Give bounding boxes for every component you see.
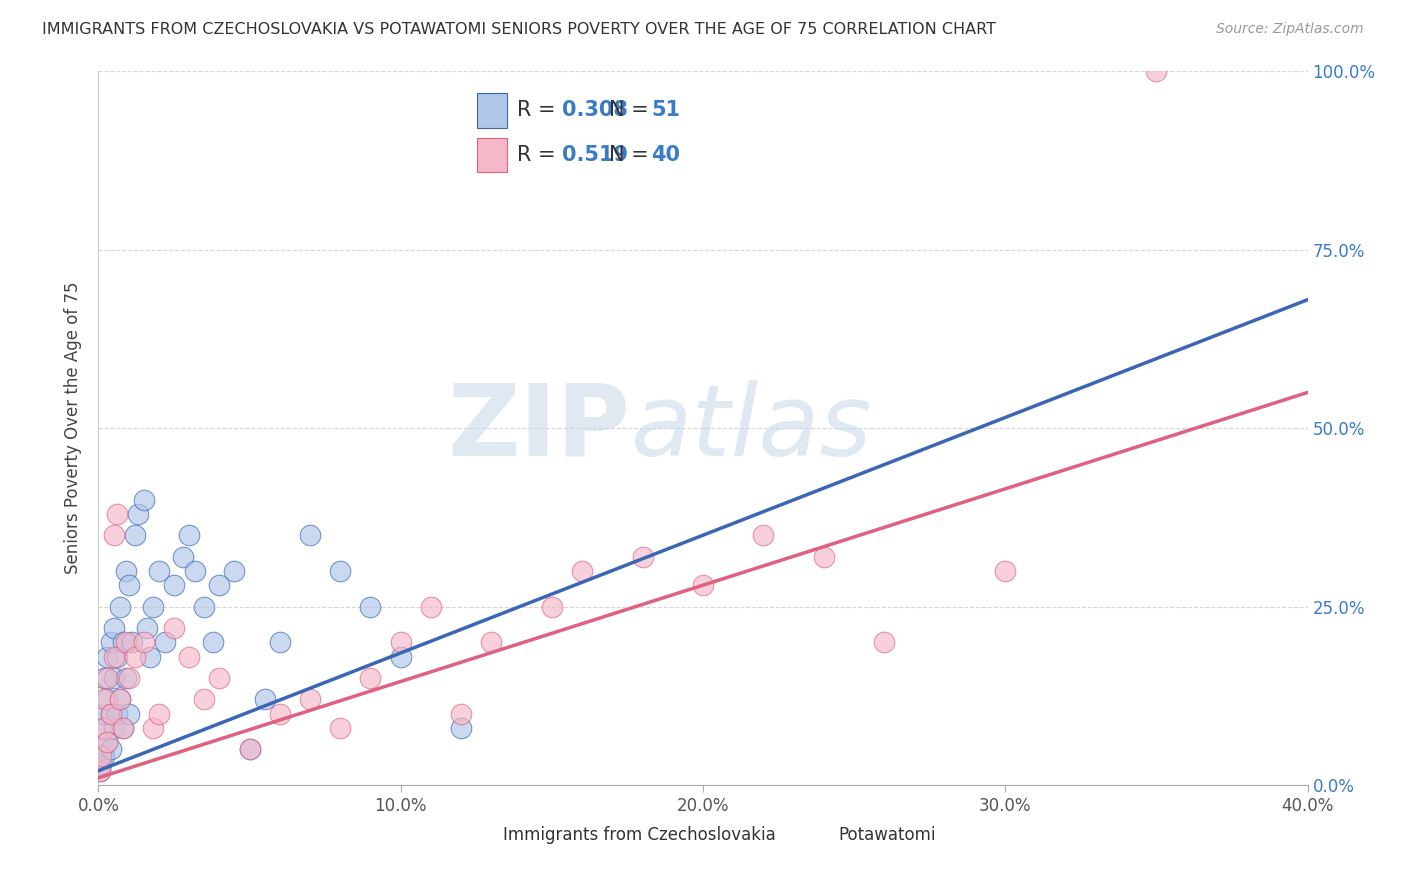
Point: [118, 706, 141, 721]
Point: [96, 692, 118, 706]
Point: [93, 692, 115, 706]
Point: [420, 599, 443, 614]
Point: [450, 721, 472, 735]
Point: [184, 564, 207, 578]
Point: [108, 692, 131, 706]
Point: [103, 721, 125, 735]
Point: [100, 742, 122, 756]
Point: [96, 735, 118, 749]
Point: [93, 671, 115, 685]
Point: [100, 706, 122, 721]
Point: [105, 649, 128, 664]
Point: [329, 721, 352, 735]
Point: [239, 742, 262, 756]
Point: [450, 706, 472, 721]
Point: [103, 528, 125, 542]
Point: [132, 492, 155, 507]
Point: [163, 621, 186, 635]
Point: [360, 599, 382, 614]
Text: ZIP: ZIP: [447, 380, 630, 476]
Point: [103, 671, 125, 685]
Point: [179, 528, 201, 542]
Point: [103, 621, 125, 635]
Point: [90, 721, 112, 735]
Point: [153, 635, 176, 649]
Point: [389, 635, 412, 649]
Point: [193, 692, 215, 706]
Point: [93, 706, 115, 721]
Point: [124, 649, 146, 664]
Point: [202, 635, 225, 649]
Y-axis label: Seniors Poverty Over the Age of 75: Seniors Poverty Over the Age of 75: [65, 282, 83, 574]
Text: Potawatomi: Potawatomi: [838, 826, 936, 844]
Point: [114, 635, 136, 649]
Point: [389, 649, 412, 664]
Text: IMMIGRANTS FROM CZECHOSLOVAKIA VS POTAWATOMI SENIORS POVERTY OVER THE AGE OF 75 : IMMIGRANTS FROM CZECHOSLOVAKIA VS POTAWA…: [42, 22, 997, 37]
Point: [163, 578, 186, 592]
Point: [148, 706, 170, 721]
Point: [208, 578, 231, 592]
Point: [208, 671, 231, 685]
Point: [114, 564, 136, 578]
Point: [253, 692, 276, 706]
Point: [124, 528, 146, 542]
Point: [89, 764, 111, 778]
Point: [111, 721, 134, 735]
Point: [118, 671, 141, 685]
Point: [172, 549, 194, 564]
Point: [96, 735, 118, 749]
Point: [127, 507, 149, 521]
Point: [873, 635, 896, 649]
Point: [148, 564, 170, 578]
Point: [193, 599, 215, 614]
Point: [994, 564, 1017, 578]
Text: atlas: atlas: [630, 380, 872, 476]
Point: [114, 671, 136, 685]
Point: [90, 749, 112, 764]
Point: [111, 635, 134, 649]
Point: [299, 692, 322, 706]
Point: [692, 578, 714, 592]
Point: [93, 721, 115, 735]
Text: Immigrants from Czechoslovakia: Immigrants from Czechoslovakia: [503, 826, 776, 844]
Point: [481, 635, 503, 649]
Point: [90, 756, 112, 771]
Point: [108, 692, 131, 706]
Text: Source: ZipAtlas.com: Source: ZipAtlas.com: [1216, 22, 1364, 37]
Point: [179, 649, 201, 664]
Point: [96, 671, 118, 685]
Point: [360, 671, 382, 685]
Point: [239, 742, 262, 756]
Point: [108, 599, 131, 614]
Point: [299, 528, 322, 542]
Point: [269, 706, 291, 721]
Point: [91, 742, 114, 756]
Point: [100, 635, 122, 649]
Point: [100, 706, 122, 721]
Point: [139, 649, 162, 664]
Point: [132, 635, 155, 649]
Point: [121, 635, 143, 649]
Point: [105, 706, 128, 721]
Point: [631, 549, 654, 564]
Point: [103, 649, 125, 664]
Point: [118, 578, 141, 592]
Point: [1144, 64, 1167, 78]
Point: [142, 599, 165, 614]
Point: [135, 621, 157, 635]
Point: [269, 635, 291, 649]
Point: [540, 599, 562, 614]
Point: [571, 564, 593, 578]
Point: [111, 721, 134, 735]
Point: [89, 764, 111, 778]
Point: [105, 507, 128, 521]
Point: [93, 749, 115, 764]
Point: [142, 721, 165, 735]
Point: [329, 564, 352, 578]
Point: [752, 528, 775, 542]
Point: [96, 649, 118, 664]
Point: [813, 549, 835, 564]
Point: [224, 564, 246, 578]
